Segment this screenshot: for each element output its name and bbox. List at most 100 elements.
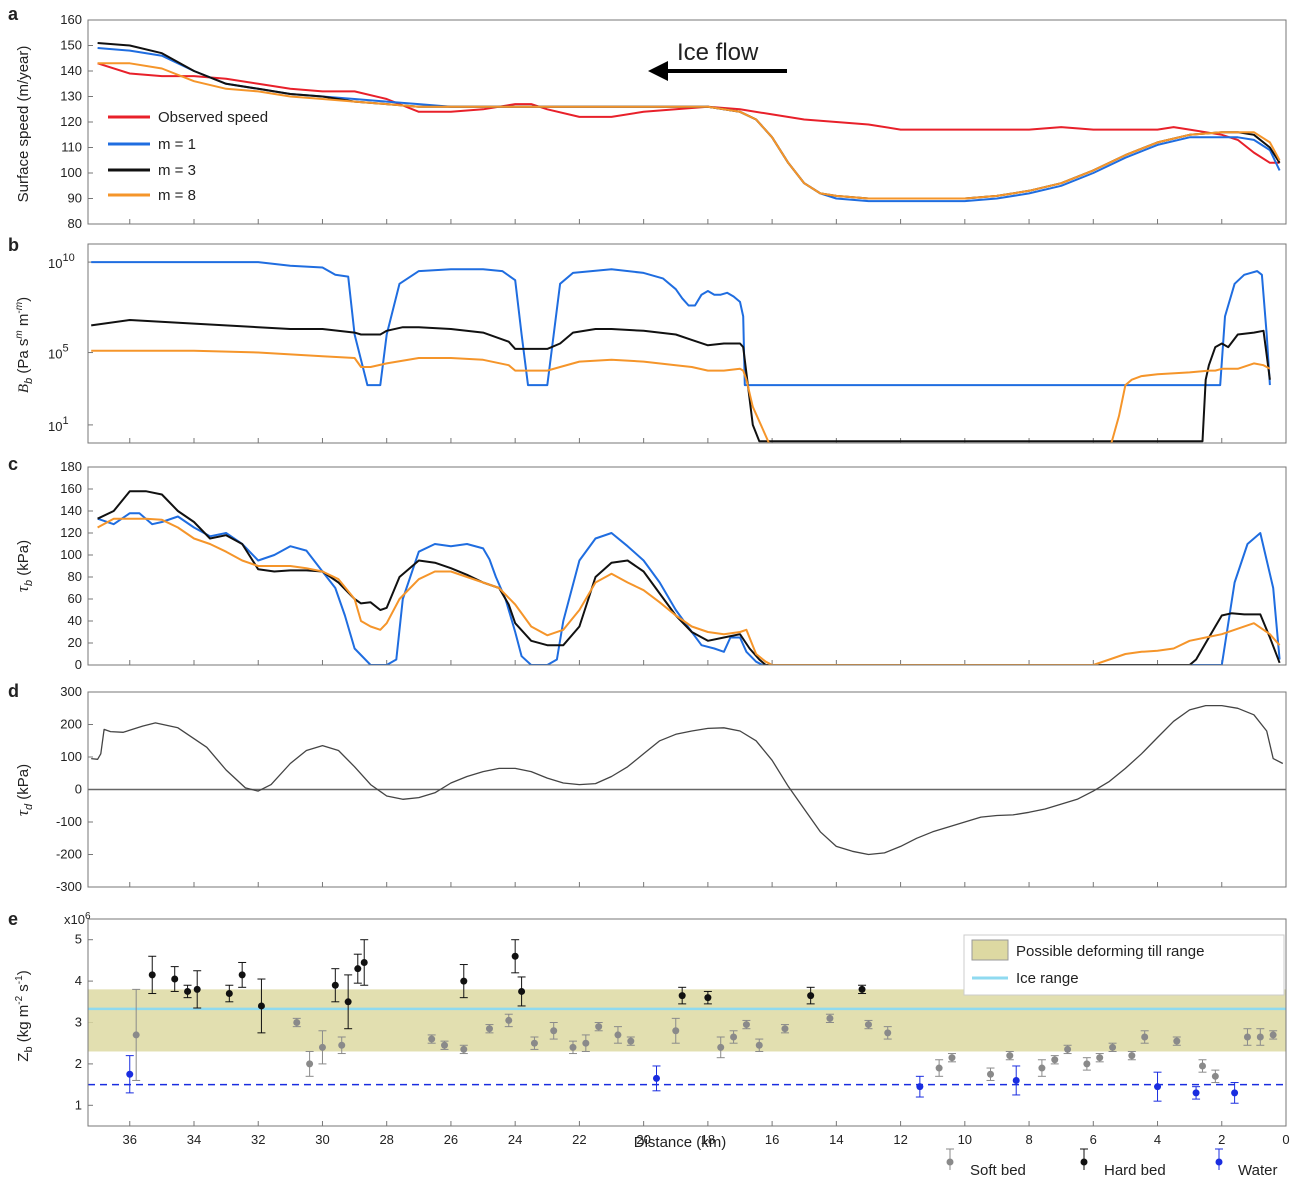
water-point <box>1012 1065 1021 1096</box>
y-tick-label: 4 <box>75 973 82 988</box>
series-line-c-2 <box>97 517 1281 665</box>
panel-label-a: a <box>8 4 19 24</box>
soft-bed-point <box>440 1040 449 1050</box>
y-tick-label: 100 <box>60 547 82 562</box>
marker <box>1141 1033 1149 1041</box>
soft-bed-point <box>1005 1050 1014 1061</box>
marker <box>1064 1045 1072 1053</box>
soft-bed-point <box>1172 1036 1181 1046</box>
series-line-b-2 <box>91 349 1271 443</box>
hard-bed-point <box>344 974 353 1030</box>
y-tick-label: 140 <box>60 63 82 78</box>
water-point <box>915 1075 924 1098</box>
legend-a-m8: m = 8 <box>158 187 196 204</box>
legend-a-observed: Observed speed <box>158 109 268 126</box>
marker <box>193 985 201 993</box>
soft-bed-point <box>132 988 141 1081</box>
soft-bed-point <box>1082 1057 1091 1071</box>
y-tick-label: 300 <box>60 684 82 699</box>
x-tick-label: 2 <box>1218 1132 1225 1147</box>
ylabel-c: τb (kPa) <box>13 540 35 592</box>
marker <box>1038 1064 1046 1072</box>
x-tick-label: 4 <box>1154 1132 1161 1147</box>
y-tick-label: 5 <box>75 932 82 947</box>
series-line-a-0 <box>97 62 1280 164</box>
panel-label-d: d <box>8 681 19 701</box>
legend-a-m1: m = 1 <box>158 136 196 153</box>
legend-e-till: Possible deforming till range <box>1016 943 1204 960</box>
axis-frame-c <box>87 466 1287 666</box>
soft-bed-point <box>613 1026 622 1044</box>
x-tick-label: 22 <box>572 1132 586 1147</box>
marker <box>781 1025 789 1033</box>
marker <box>1154 1083 1162 1091</box>
legend-water-marker <box>1215 1158 1223 1166</box>
marker <box>582 1039 590 1047</box>
soft-bed-point <box>780 1024 789 1034</box>
axis-frame-e <box>87 918 1287 1127</box>
soft-bed-point <box>530 1036 539 1050</box>
marker <box>652 1074 660 1082</box>
soft-bed-point <box>986 1067 995 1081</box>
series-line-c-1 <box>97 490 1281 665</box>
series-line-b-0 <box>91 261 1271 387</box>
x-tick-label: 36 <box>123 1132 137 1147</box>
ylabel-a: Surface speed (m/year) <box>15 46 32 203</box>
soft-bed-point <box>1256 1028 1265 1046</box>
marker <box>148 971 156 979</box>
marker <box>755 1041 763 1049</box>
marker <box>884 1029 892 1037</box>
soft-bed-point <box>716 1036 725 1059</box>
marker <box>354 965 362 973</box>
x-tick-label: 14 <box>829 1132 843 1147</box>
marker <box>1269 1031 1277 1039</box>
ice-flow-label: Ice flow <box>677 39 759 66</box>
legend-soft-bed: Soft bed <box>970 1162 1026 1179</box>
y-tick-label: 100 <box>60 749 82 764</box>
marker <box>550 1027 558 1035</box>
axis-frame-d <box>87 691 1287 888</box>
panel-label-b: b <box>8 235 19 255</box>
marker <box>344 998 352 1006</box>
legend-e: Possible deforming till range Ice range <box>963 934 1285 996</box>
svg-text:τd (kPa): τd (kPa) <box>13 764 35 816</box>
series-line-d-0 <box>91 704 1284 856</box>
hard-bed-point <box>257 978 266 1034</box>
marker <box>331 981 339 989</box>
y-tick-label: -100 <box>56 814 82 829</box>
marker <box>864 1021 872 1029</box>
hard-bed-point <box>170 966 179 992</box>
hard-bed-point <box>858 984 867 995</box>
ice-flow-annotation: Ice flow <box>648 39 787 81</box>
marker <box>1198 1062 1206 1070</box>
marker <box>742 1021 750 1029</box>
svg-text:τb (kPa): τb (kPa) <box>13 540 35 592</box>
marker <box>858 985 866 993</box>
marker <box>518 987 526 995</box>
soft-bed-point <box>1095 1053 1104 1063</box>
panel-label-e: e <box>8 909 18 929</box>
soft-bed-point <box>671 1017 680 1044</box>
marker <box>987 1070 995 1078</box>
y-tick-label: 120 <box>60 525 82 540</box>
x-tick-label: 30 <box>315 1132 329 1147</box>
soft-bed-point <box>1108 1042 1117 1052</box>
water-point <box>1230 1082 1239 1104</box>
y-tick-label: 160 <box>60 12 82 27</box>
marker <box>717 1043 725 1051</box>
panel-b: 101 105 1010 <box>48 243 1287 444</box>
x-tick-label: 8 <box>1025 1132 1032 1147</box>
soft-bed-point <box>1127 1050 1136 1061</box>
soft-bed-point <box>742 1019 751 1030</box>
marker <box>485 1025 493 1033</box>
y-tick-label: 200 <box>60 717 82 732</box>
soft-bed-point <box>1198 1059 1207 1073</box>
marker <box>460 977 468 985</box>
marker <box>1051 1056 1059 1064</box>
panel-label-c: c <box>8 454 18 474</box>
x-tick-label: 6 <box>1090 1132 1097 1147</box>
soft-bed-point <box>1140 1030 1149 1044</box>
svg-text:Bb (Pa sm m-m): Bb (Pa sm m-m) <box>14 297 35 393</box>
marker <box>1012 1076 1020 1084</box>
marker <box>126 1070 134 1078</box>
